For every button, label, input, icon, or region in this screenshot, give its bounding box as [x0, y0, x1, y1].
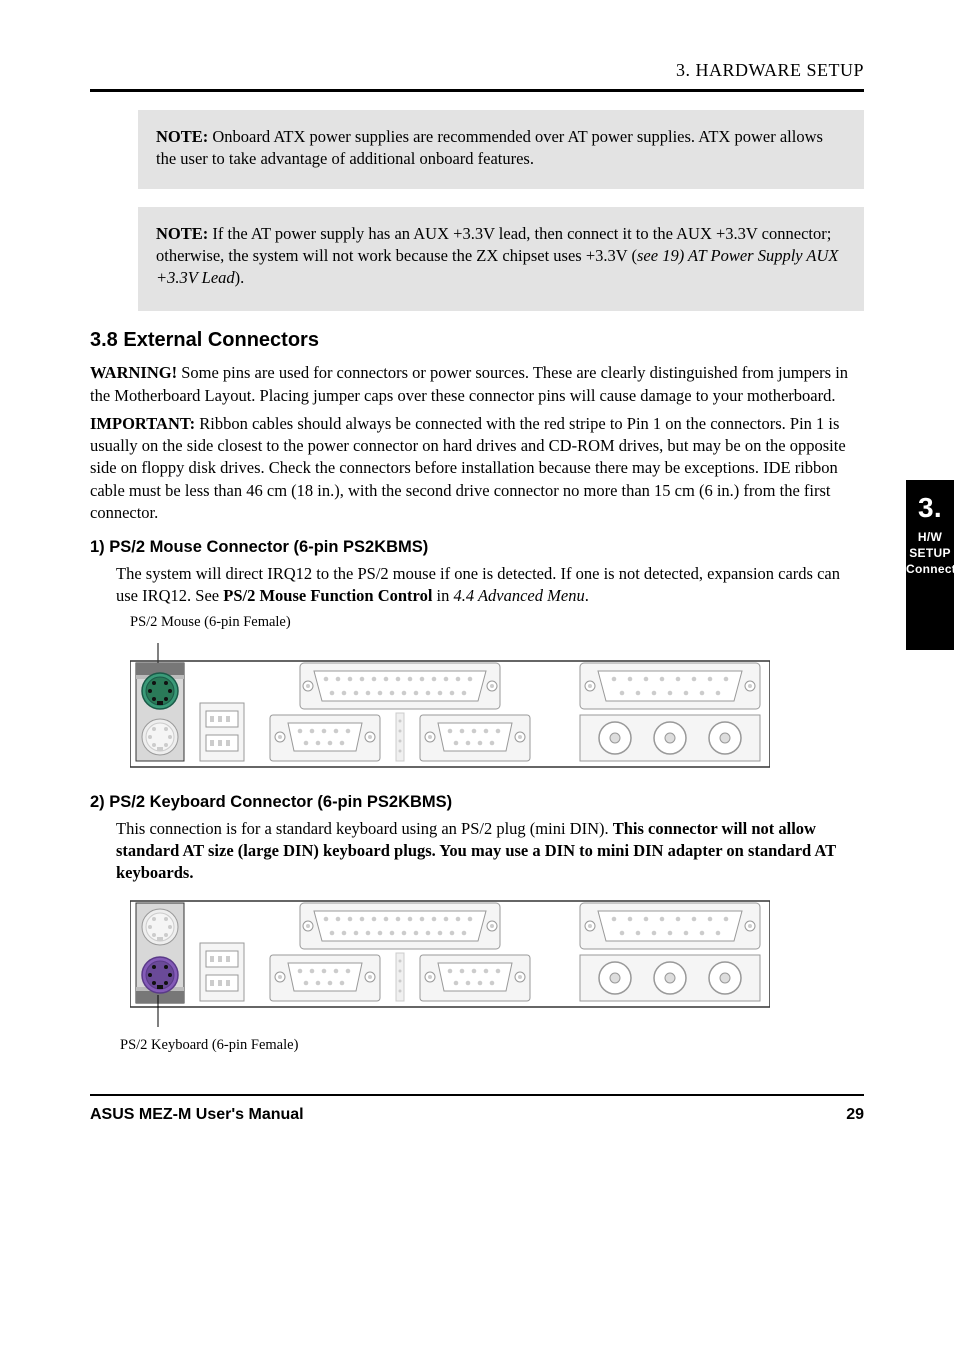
serial-port-1 — [270, 715, 380, 761]
side-tab-line2: Connectors — [906, 562, 954, 576]
game-port — [580, 903, 760, 949]
usb-stack — [200, 943, 244, 1001]
item1-figure-label: PS/2 Mouse (6-pin Female) — [130, 614, 864, 631]
side-tab: 3. H/W SETUP Connectors — [906, 480, 954, 650]
side-tab-line1: H/W SETUP — [909, 530, 951, 560]
important-label: IMPORTANT: — [90, 414, 195, 433]
serial-port-1 — [270, 955, 380, 1001]
io-panel-figure-mouse — [130, 643, 770, 773]
audio-jacks — [580, 955, 760, 1001]
item1-num: 1) — [90, 538, 105, 556]
ps2-stack — [136, 663, 184, 761]
item2-text-a: This connection is for a standard keyboa… — [116, 819, 613, 838]
usb-stack — [200, 703, 244, 761]
item2-figure-label: PS/2 Keyboard (6-pin Female) — [120, 1037, 864, 1054]
audio-jacks — [580, 715, 760, 761]
item2-num: 2) — [90, 793, 105, 811]
footer-left: ASUS MEZ-M User's Manual — [90, 1106, 304, 1124]
note-box-1: NOTE: Onboard ATX power supplies are rec… — [138, 110, 864, 189]
note-label: NOTE: — [156, 127, 208, 146]
item1-heading: 1) PS/2 Mouse Connector (6-pin PS2KBMS) — [90, 538, 864, 557]
note-label: NOTE: — [156, 224, 208, 243]
item1-italic: 4.4 Advanced Menu — [454, 586, 585, 605]
footer-page-number: 29 — [846, 1106, 864, 1124]
page-footer: ASUS MEZ-M User's Manual 29 — [90, 1094, 864, 1124]
item1-title: PS/2 Mouse Connector (6-pin PS2KBMS) — [109, 538, 428, 556]
serial-port-2 — [420, 715, 530, 761]
item1-bold: PS/2 Mouse Function Control — [223, 586, 432, 605]
important-paragraph: IMPORTANT: Ribbon cables should always b… — [90, 413, 864, 524]
warning-text: Some pins are used for connectors or pow… — [90, 363, 848, 404]
note-text: Onboard ATX power supplies are recommend… — [156, 127, 823, 168]
side-tab-number: 3. — [906, 490, 954, 526]
chapter-header: 3. HARDWARE SETUP — [90, 60, 864, 81]
game-port — [580, 663, 760, 709]
important-text: Ribbon cables should always be connected… — [90, 414, 846, 522]
item2-text: This connection is for a standard keyboa… — [116, 818, 864, 885]
io-panel-figure-keyboard — [130, 895, 770, 1035]
parallel-port — [300, 663, 500, 709]
note-text-2: ). — [235, 268, 245, 287]
item1-text: The system will direct IRQ12 to the PS/2… — [116, 563, 864, 608]
parallel-port — [300, 903, 500, 949]
item1-text-c: . — [585, 586, 589, 605]
item1-text-b: in — [432, 586, 453, 605]
note-box-2: NOTE: If the AT power supply has an AUX … — [138, 207, 864, 312]
ps2-stack — [136, 903, 184, 1003]
item2-title: PS/2 Keyboard Connector (6-pin PS2KBMS) — [109, 793, 452, 811]
section-heading: 3.8 External Connectors — [90, 329, 864, 352]
warning-label: WARNING! — [90, 363, 177, 382]
serial-port-2 — [420, 955, 530, 1001]
item2-heading: 2) PS/2 Keyboard Connector (6-pin PS2KBM… — [90, 793, 864, 812]
warning-paragraph: WARNING! Some pins are used for connecto… — [90, 362, 864, 407]
header-rule — [90, 89, 864, 92]
